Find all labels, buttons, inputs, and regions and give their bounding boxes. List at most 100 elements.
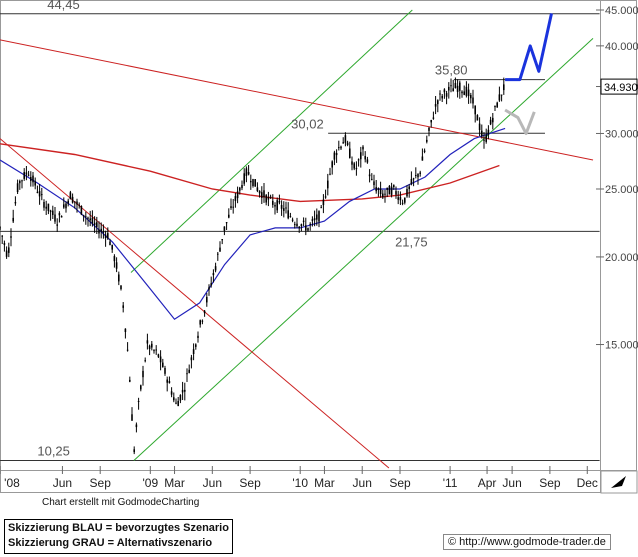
price-body-51 — [111, 244, 113, 250]
price-body-76 — [166, 379, 168, 383]
scroll-arrow-button[interactable] — [600, 470, 638, 494]
price-body-125 — [274, 205, 276, 207]
price-body-15 — [32, 175, 34, 183]
price-body-128 — [280, 205, 283, 209]
price-body-202 — [443, 89, 446, 93]
level-label-2: 30,02 — [291, 116, 324, 131]
price-body-58 — [126, 349, 129, 351]
price-body-127 — [278, 200, 281, 203]
price-body-197 — [432, 117, 435, 119]
price-body-138 — [302, 220, 305, 222]
price-body-216 — [474, 105, 476, 115]
price-body-168 — [368, 174, 371, 177]
price-body-214 — [470, 95, 472, 99]
price-body-222 — [487, 129, 490, 135]
price-body-161 — [353, 163, 355, 169]
price-body-32 — [69, 192, 72, 200]
price-body-199 — [437, 100, 439, 105]
price-body-130 — [285, 207, 287, 209]
price-body-140 — [307, 228, 309, 231]
price-body-159 — [349, 148, 351, 158]
price-body-157 — [344, 135, 347, 143]
price-body-162 — [355, 168, 358, 170]
price-body-81 — [177, 400, 179, 407]
price-body-225 — [494, 106, 496, 108]
price-body-177 — [388, 186, 391, 195]
price-body-24 — [52, 210, 54, 215]
price-body-36 — [78, 204, 80, 206]
price-body-188 — [412, 178, 415, 180]
level-label-1: 35,80 — [435, 63, 468, 78]
price-body-179 — [393, 185, 395, 188]
price-body-190 — [417, 174, 419, 178]
trend-line-0 — [133, 37, 594, 461]
price-body-117 — [256, 187, 259, 191]
price-body-84 — [184, 389, 186, 392]
price-body-212 — [465, 86, 468, 96]
price-body-44 — [96, 222, 98, 227]
price-body-210 — [461, 91, 463, 94]
price-body-49 — [107, 233, 109, 239]
price-body-184 — [404, 197, 406, 203]
price-body-109 — [239, 187, 241, 191]
price-body-87 — [190, 357, 193, 361]
price-body-145 — [318, 211, 320, 222]
price-body-42 — [91, 217, 94, 224]
price-body-67 — [146, 340, 149, 344]
scenario-legend: Skizzierung BLAU = bevorzugtes Szenario … — [4, 519, 233, 554]
price-body-147 — [322, 199, 325, 206]
arrow-icon — [611, 476, 626, 488]
price-body-192 — [421, 156, 424, 161]
price-body-180 — [395, 191, 397, 195]
price-body-71 — [155, 349, 157, 351]
x-tick-label-11: '11 — [443, 476, 458, 490]
price-body-163 — [357, 159, 360, 161]
price-body-57 — [124, 328, 127, 332]
y-tick-label-1: 40.000 — [605, 41, 638, 53]
price-body-152 — [333, 152, 336, 160]
price-body-99 — [217, 253, 219, 255]
x-axis-ticks: '08 Jun Sep '09 Mar Jun Sep '10 Mar Jun Sep '11 Apr J… — [0, 466, 598, 490]
price-body-16 — [34, 181, 36, 186]
price-body-45 — [98, 229, 100, 234]
price-body-54 — [118, 274, 120, 282]
price-body-206 — [452, 88, 454, 92]
price-body-142 — [311, 219, 314, 221]
price-body-122 — [267, 196, 270, 200]
price-body-74 — [162, 362, 164, 367]
price-body-215 — [472, 97, 474, 104]
price-body-154 — [338, 147, 340, 149]
price-body-85 — [186, 373, 188, 375]
price-body-144 — [316, 214, 318, 220]
price-body-110 — [241, 185, 243, 189]
price-body-195 — [428, 127, 430, 131]
level-labels: 44,45 35,80 30,02 21,75 10,25 — [37, 0, 467, 458]
level-label-3: 21,75 — [395, 234, 428, 249]
price-body-9 — [19, 180, 21, 184]
price-body-146 — [320, 207, 322, 209]
x-tick-label-3: '09 — [142, 476, 158, 490]
price-body-194 — [426, 139, 428, 142]
x-tick-label-10: Sep — [389, 476, 411, 490]
price-body-8 — [16, 183, 19, 192]
price-body-96 — [210, 283, 212, 286]
moving-average-blue — [0, 127, 506, 320]
price-body-21 — [45, 206, 47, 209]
price-body-123 — [269, 196, 272, 198]
price-body-20 — [43, 202, 45, 208]
price-body-134 — [294, 224, 296, 226]
copyright-link[interactable]: © http://www.godmode-trader.de — [443, 534, 611, 550]
price-body-72 — [157, 354, 160, 357]
price-body-175 — [384, 193, 386, 195]
price-body-93 — [203, 310, 206, 314]
price-body-3 — [5, 250, 8, 257]
price-body-108 — [236, 191, 239, 199]
price-body-23 — [49, 210, 52, 213]
copyright-url: http://www.godmode-trader.de — [459, 536, 606, 548]
price-body-171 — [375, 187, 377, 192]
price-body-133 — [291, 219, 294, 221]
price-body-46 — [100, 228, 102, 232]
price-body-149 — [327, 180, 329, 189]
moving-averages — [0, 127, 506, 320]
price-body-120 — [263, 190, 265, 198]
